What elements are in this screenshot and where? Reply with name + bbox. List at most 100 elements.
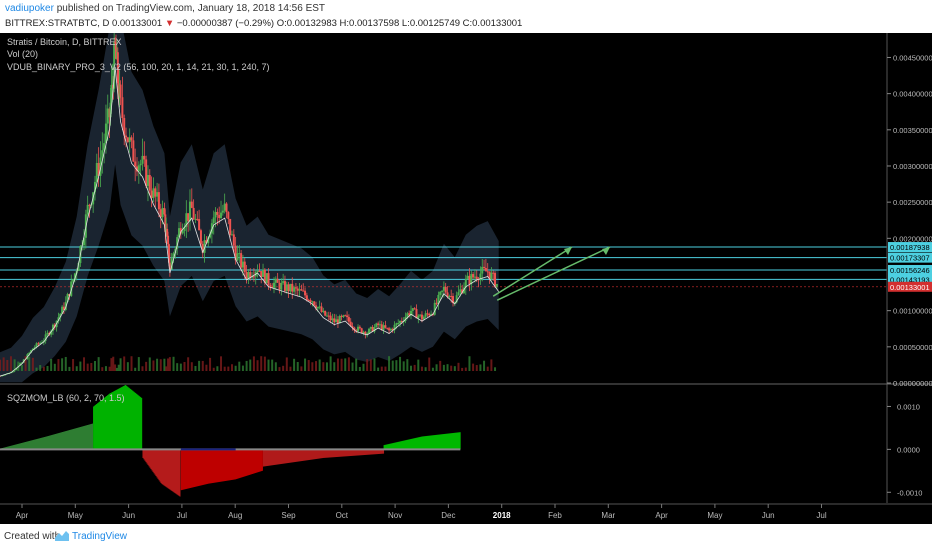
candle-body bbox=[119, 84, 122, 98]
oscillator-bar bbox=[401, 441, 403, 450]
oscillator-bar bbox=[68, 430, 69, 450]
author-link[interactable]: vadiupoker bbox=[5, 3, 54, 14]
oscillator-bar bbox=[67, 430, 68, 450]
candle-body bbox=[101, 150, 104, 158]
oscillator-bar bbox=[455, 432, 457, 450]
candle-body bbox=[311, 301, 314, 303]
oscillator-bar bbox=[357, 449, 359, 456]
candle-body bbox=[283, 281, 286, 291]
oscillator-bar bbox=[252, 449, 254, 474]
candle-body bbox=[83, 237, 86, 246]
candle-body bbox=[146, 175, 149, 186]
oscillator-bar bbox=[421, 436, 423, 450]
oscillator-bar bbox=[359, 449, 361, 456]
candle-body bbox=[232, 234, 235, 246]
oscillator-bar bbox=[445, 433, 447, 450]
oscillator-bar bbox=[92, 423, 93, 450]
candle-body bbox=[179, 228, 182, 234]
oscillator-bar bbox=[210, 449, 212, 484]
oscillator-bar bbox=[272, 449, 274, 466]
level-label: 0.00187938 bbox=[890, 243, 930, 252]
oscillator-bar bbox=[182, 449, 184, 490]
volume-bar bbox=[112, 356, 115, 371]
candle-body bbox=[181, 231, 184, 234]
oscillator-bar bbox=[8, 446, 9, 450]
oscillator-bar bbox=[327, 449, 329, 458]
oscillator-bar bbox=[443, 434, 445, 450]
oscillator-bar bbox=[352, 449, 354, 456]
candle-body bbox=[320, 306, 323, 312]
candle-body bbox=[121, 97, 124, 119]
candle-body bbox=[336, 319, 339, 324]
oscillator-bar bbox=[349, 449, 351, 457]
candle-body bbox=[178, 228, 181, 238]
volume-bar bbox=[322, 362, 325, 371]
candle-body bbox=[285, 284, 288, 291]
candle-body bbox=[251, 276, 254, 278]
candle-body bbox=[212, 217, 215, 224]
volume-bar bbox=[406, 359, 409, 371]
candle-body bbox=[369, 326, 372, 329]
candle-body bbox=[417, 315, 420, 319]
volume-bar bbox=[145, 361, 148, 371]
candle-body bbox=[433, 302, 436, 315]
projection-arrowhead-2 bbox=[602, 247, 610, 255]
candle-body bbox=[214, 211, 217, 218]
time-tick-label: Jun bbox=[762, 511, 775, 520]
oscillator-bar bbox=[306, 449, 308, 461]
oscillator-bar bbox=[36, 439, 37, 450]
oscillator-bar bbox=[104, 397, 106, 450]
oscillator-bar bbox=[236, 449, 238, 479]
tradingview-brand[interactable]: TradingView bbox=[72, 531, 128, 542]
candle-body bbox=[170, 258, 173, 270]
oscillator-bar bbox=[118, 388, 120, 450]
oscillator-bar bbox=[298, 449, 300, 462]
oscillator-bar bbox=[13, 445, 14, 450]
candle-body bbox=[136, 166, 138, 172]
oscillator-bar bbox=[442, 434, 444, 450]
oscillator-bar bbox=[453, 432, 455, 450]
price-tick-label: 0.00400000 bbox=[893, 90, 932, 99]
oscillator-bar bbox=[220, 449, 222, 482]
oscillator-bar bbox=[108, 394, 110, 450]
oscillator-bar bbox=[28, 441, 29, 450]
oscillator-bar bbox=[131, 389, 133, 450]
oscillator-bar bbox=[265, 449, 267, 467]
oscillator-bar bbox=[22, 442, 23, 450]
candle-body bbox=[15, 368, 18, 370]
volume-bar bbox=[93, 361, 96, 371]
chart-canvas[interactable]: 0.00450000 0.00400000 0.00350000 0.00300000… bbox=[0, 0, 932, 524]
volume-bar bbox=[311, 362, 314, 371]
volume-bar bbox=[72, 359, 75, 371]
oscillator-bar bbox=[422, 436, 424, 450]
candle-body bbox=[225, 203, 228, 213]
oscillator-bar bbox=[192, 449, 194, 488]
symbol-text: BITTREX:STRATBTC, D 0.00133001 bbox=[5, 18, 163, 29]
volume-bar bbox=[252, 356, 255, 371]
level-label: 0.00143193 bbox=[890, 275, 930, 284]
oscillator-bar bbox=[336, 449, 338, 458]
oscillator-bar bbox=[379, 449, 381, 454]
moving-average-line bbox=[0, 66, 500, 377]
oscillator-bar bbox=[130, 389, 132, 450]
volume-bar bbox=[494, 367, 497, 371]
oscillator-bar bbox=[175, 449, 177, 494]
oscillator-bar bbox=[273, 449, 275, 466]
oscillator-bar bbox=[361, 449, 363, 456]
volume-bar bbox=[399, 356, 402, 371]
candle-body bbox=[347, 317, 350, 322]
osc-tick-label: -0.0010 bbox=[897, 488, 922, 497]
candle-body bbox=[201, 243, 204, 253]
oscillator-bar bbox=[49, 435, 50, 450]
oscillator-bar bbox=[87, 425, 88, 450]
oscillator-bar bbox=[419, 436, 421, 450]
candle-body bbox=[470, 274, 473, 285]
oscillator-bar bbox=[427, 435, 429, 450]
volume-bar bbox=[446, 364, 449, 371]
chart-area[interactable]: 0.00450000 0.00400000 0.00350000 0.00300000… bbox=[0, 0, 932, 524]
oscillator-bar bbox=[209, 449, 211, 484]
tradingview-logo-icon bbox=[55, 531, 69, 541]
oscillator-bar bbox=[216, 449, 218, 483]
candle-body bbox=[86, 204, 89, 215]
oscillator-bar bbox=[291, 449, 293, 463]
